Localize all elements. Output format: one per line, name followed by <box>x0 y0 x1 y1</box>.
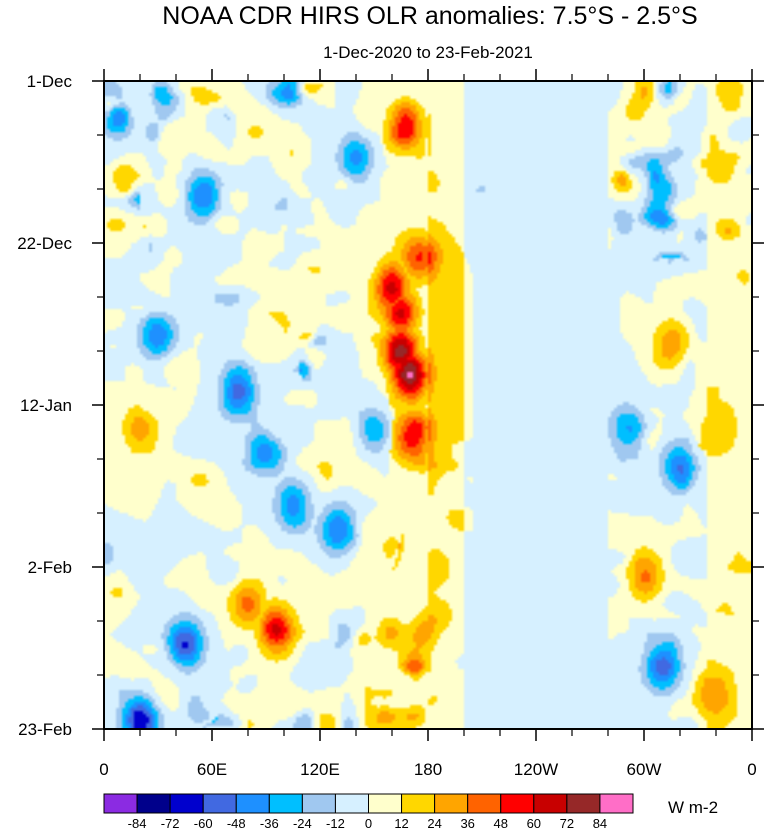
colorbar-swatch <box>136 793 171 814</box>
y-tick-label: 12-Jan <box>20 396 72 415</box>
colorbar-label: -72 <box>161 816 180 830</box>
colorbar-swatch <box>467 793 502 814</box>
x-tick-label: 120E <box>300 760 340 779</box>
y-tick-label: 23-Feb <box>18 720 72 739</box>
colorbar-label: -36 <box>260 816 279 830</box>
colorbar-label: 72 <box>560 816 574 830</box>
colorbar-swatch <box>301 793 336 814</box>
colorbar-swatch <box>401 793 436 814</box>
x-tick-label: 0 <box>747 760 756 779</box>
colorbar-swatch <box>566 793 601 814</box>
colorbar-swatch <box>599 793 634 814</box>
colorbar-swatch <box>368 793 403 814</box>
colorbar-swatch <box>533 793 568 814</box>
y-axis: 1-Dec 22-Dec 12-Jan 2-Feb 23-Feb <box>17 72 764 739</box>
x-tick-label: 0 <box>99 760 108 779</box>
colorbar-swatch <box>103 793 138 814</box>
colorbar-swatch <box>434 793 469 814</box>
colorbar-label: 12 <box>394 816 408 830</box>
colorbar-label: 36 <box>460 816 474 830</box>
x-tick-label: 60W <box>627 760 662 779</box>
colorbar-units: W m-2 <box>668 798 718 817</box>
colorbar-label: -60 <box>194 816 213 830</box>
chart-subtitle: 1-Dec-2020 to 23-Feb-2021 <box>323 43 533 62</box>
chart-title: NOAA CDR HIRS OLR anomalies: 7.5°S - 2.5… <box>162 2 697 30</box>
colorbar-label: 60 <box>527 816 541 830</box>
colorbar-label: -12 <box>326 816 345 830</box>
colorbar-label: -24 <box>293 816 312 830</box>
colorbar-label: -48 <box>227 816 246 830</box>
x-tick-label: 120W <box>514 760 558 779</box>
colorbar: -84 -72 -60 -48 -36 -24 -12 0 12 24 36 48 60 72 84 <box>103 793 634 830</box>
colorbar-swatch <box>169 793 204 814</box>
colorbar-swatch <box>235 793 270 814</box>
colorbar-swatch <box>268 793 303 814</box>
x-tick-label: 180 <box>414 760 442 779</box>
y-tick-label: 22-Dec <box>17 234 72 253</box>
colorbar-swatch <box>202 793 237 814</box>
colorbar-label: -84 <box>128 816 147 830</box>
plot-area <box>103 80 753 730</box>
x-axis: 0 60E 120E 180 120W 60W 0 <box>99 69 757 779</box>
colorbar-swatch <box>334 793 369 814</box>
colorbar-label: 24 <box>427 816 441 830</box>
anomaly-heatmap <box>104 81 752 729</box>
colorbar-swatch <box>500 793 535 814</box>
colorbar-label: 0 <box>365 816 372 830</box>
colorbar-label: 48 <box>494 816 508 830</box>
colorbar-label: 84 <box>593 816 607 830</box>
y-tick-label: 2-Feb <box>28 558 72 577</box>
y-tick-label: 1-Dec <box>27 72 73 91</box>
x-tick-label: 60E <box>197 760 227 779</box>
